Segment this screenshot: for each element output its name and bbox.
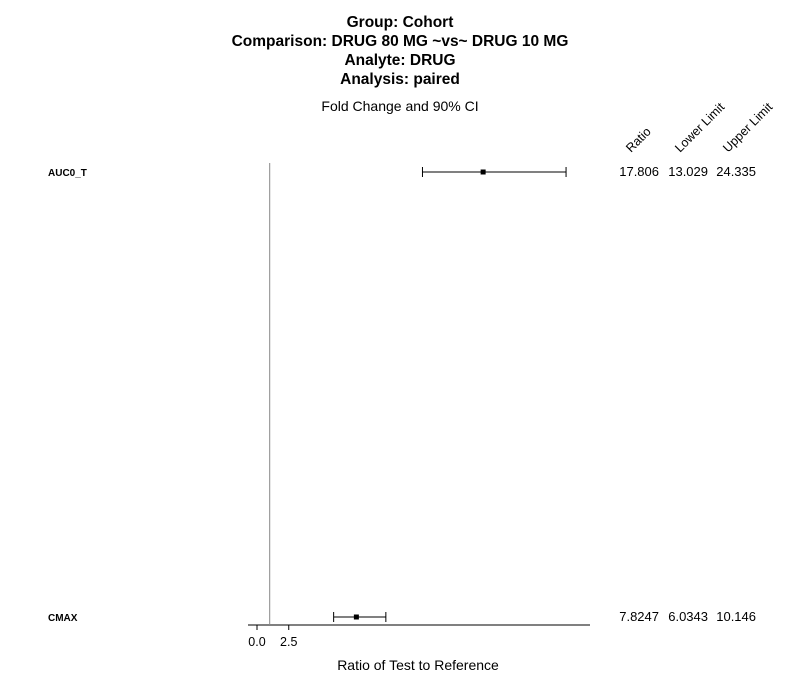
lower-limit-value: 13.029 — [668, 164, 708, 179]
x-tick-label: 0.0 — [248, 635, 265, 649]
forest-rows: AUC0_T 17.806 13.029 24.335 CMAX 7.8247 6.0343… — [48, 164, 756, 624]
column-header: Upper Limit — [720, 100, 775, 155]
ratio-point — [353, 614, 359, 620]
chart-subtitle: Fold Change and 90% CI — [321, 98, 479, 114]
column-header: Ratio — [623, 125, 654, 156]
row-label: CMAX — [48, 613, 78, 624]
title-line-group: Group: Cohort — [346, 14, 454, 31]
ratio-value: 7.8247 — [619, 609, 659, 624]
title-line-analysis: Analysis: paired — [340, 71, 460, 88]
upper-limit-value: 24.335 — [716, 164, 756, 179]
row-label: AUC0_T — [48, 168, 87, 179]
chart-title: Group: Cohort Comparison: DRUG 80 MG ~vs… — [0, 13, 800, 89]
upper-limit-value: 10.146 — [716, 609, 756, 624]
lower-limit-value: 6.0343 — [668, 609, 708, 624]
x-tick-label: 2.5 — [280, 635, 297, 649]
x-axis-label: Ratio of Test to Reference — [337, 657, 499, 673]
title-line-comparison: Comparison: DRUG 80 MG ~vs~ DRUG 10 MG — [231, 33, 569, 50]
column-header: Lower Limit — [672, 100, 727, 155]
ratio-value: 17.806 — [619, 164, 659, 179]
title-line-analyte: Analyte: DRUG — [344, 52, 456, 69]
ratio-point — [480, 169, 486, 175]
x-axis-ticks: 0.0 2.5 — [248, 625, 297, 649]
